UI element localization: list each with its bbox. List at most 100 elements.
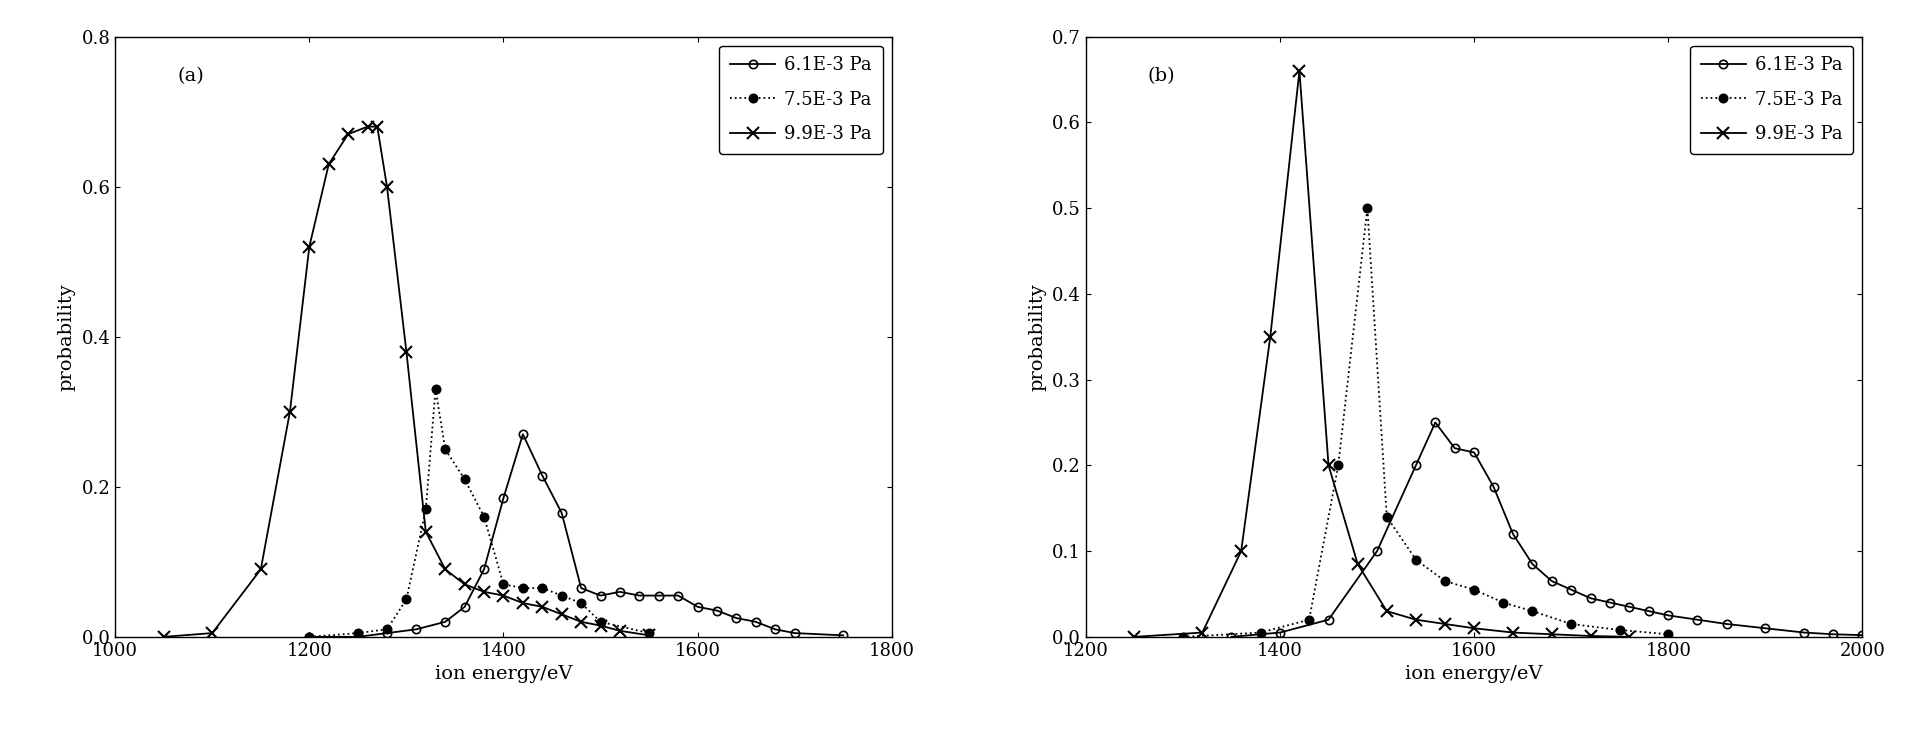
7.5E-3 Pa	[1521, 607, 1544, 616]
6.1E-3 Pa	[745, 618, 768, 627]
9.9E-3 Pa	[1540, 630, 1563, 638]
Y-axis label: probability: probability	[58, 283, 77, 391]
6.1E-3 Pa	[1482, 482, 1505, 491]
6.1E-3 Pa	[685, 602, 708, 611]
6.1E-3 Pa	[1822, 630, 1845, 638]
9.9E-3 Pa	[1288, 67, 1311, 75]
7.5E-3 Pa	[1657, 630, 1680, 638]
7.5E-3 Pa	[472, 512, 495, 521]
Legend: 6.1E-3 Pa, 7.5E-3 Pa, 9.9E-3 Pa: 6.1E-3 Pa, 7.5E-3 Pa, 9.9E-3 Pa	[720, 45, 883, 154]
6.1E-3 Pa	[298, 632, 321, 641]
7.5E-3 Pa	[346, 629, 369, 638]
Legend: 6.1E-3 Pa, 7.5E-3 Pa, 9.9E-3 Pa: 6.1E-3 Pa, 7.5E-3 Pa, 9.9E-3 Pa	[1690, 45, 1853, 154]
6.1E-3 Pa	[1619, 602, 1642, 611]
9.9E-3 Pa	[1434, 619, 1457, 628]
6.1E-3 Pa	[783, 629, 806, 638]
7.5E-3 Pa	[1250, 628, 1273, 637]
9.9E-3 Pa	[453, 580, 476, 589]
7.5E-3 Pa	[1298, 616, 1321, 624]
9.9E-3 Pa	[298, 242, 321, 251]
6.1E-3 Pa	[511, 430, 534, 438]
7.5E-3 Pa	[1404, 556, 1427, 564]
6.1E-3 Pa	[1425, 418, 1448, 427]
6.1E-3 Pa	[570, 583, 593, 592]
7.5E-3 Pa	[1327, 461, 1350, 470]
6.1E-3 Pa	[609, 587, 632, 596]
Text: (b): (b)	[1148, 67, 1175, 85]
9.9E-3 Pa	[530, 602, 553, 611]
Line: 6.1E-3 Pa: 6.1E-3 Pa	[305, 430, 847, 641]
9.9E-3 Pa	[1578, 632, 1601, 640]
9.9E-3 Pa	[152, 632, 175, 641]
6.1E-3 Pa	[1559, 586, 1582, 594]
9.9E-3 Pa	[336, 130, 359, 138]
6.1E-3 Pa	[589, 591, 612, 600]
7.5E-3 Pa	[589, 618, 612, 627]
6.1E-3 Pa	[1317, 616, 1340, 624]
9.9E-3 Pa	[365, 122, 388, 131]
Line: 9.9E-3 Pa: 9.9E-3 Pa	[1129, 64, 1636, 643]
Line: 9.9E-3 Pa: 9.9E-3 Pa	[157, 120, 655, 643]
6.1E-3 Pa	[705, 606, 728, 615]
9.9E-3 Pa	[637, 631, 660, 640]
6.1E-3 Pa	[551, 509, 574, 518]
7.5E-3 Pa	[511, 583, 534, 592]
7.5E-3 Pa	[1434, 577, 1457, 586]
9.9E-3 Pa	[551, 610, 574, 619]
6.1E-3 Pa	[831, 631, 854, 640]
Y-axis label: probability: probability	[1029, 283, 1046, 391]
6.1E-3 Pa	[376, 629, 399, 638]
6.1E-3 Pa	[492, 493, 515, 502]
9.9E-3 Pa	[202, 629, 225, 638]
6.1E-3 Pa	[434, 618, 457, 627]
9.9E-3 Pa	[250, 565, 273, 574]
9.9E-3 Pa	[415, 527, 438, 536]
7.5E-3 Pa	[1356, 203, 1379, 212]
7.5E-3 Pa	[376, 625, 399, 634]
7.5E-3 Pa	[570, 599, 593, 608]
6.1E-3 Pa	[1657, 611, 1680, 620]
9.9E-3 Pa	[1463, 624, 1486, 632]
7.5E-3 Pa	[637, 629, 660, 638]
9.9E-3 Pa	[570, 618, 593, 627]
9.9E-3 Pa	[1229, 547, 1252, 556]
Line: 6.1E-3 Pa: 6.1E-3 Pa	[1227, 418, 1866, 641]
9.9E-3 Pa	[609, 627, 632, 635]
7.5E-3 Pa	[298, 632, 321, 641]
7.5E-3 Pa	[434, 445, 457, 454]
6.1E-3 Pa	[346, 632, 369, 641]
9.9E-3 Pa	[1501, 628, 1524, 637]
Line: 7.5E-3 Pa: 7.5E-3 Pa	[305, 385, 653, 641]
7.5E-3 Pa	[424, 385, 447, 394]
9.9E-3 Pa	[434, 565, 457, 574]
9.9E-3 Pa	[1317, 461, 1340, 470]
7.5E-3 Pa	[1375, 512, 1398, 521]
9.9E-3 Pa	[1123, 632, 1146, 641]
9.9E-3 Pa	[1375, 607, 1398, 616]
7.5E-3 Pa	[492, 580, 515, 589]
6.1E-3 Pa	[1540, 577, 1563, 586]
6.1E-3 Pa	[1851, 631, 1874, 640]
6.1E-3 Pa	[1793, 628, 1816, 637]
7.5E-3 Pa	[396, 595, 419, 604]
9.9E-3 Pa	[511, 599, 534, 608]
6.1E-3 Pa	[1599, 598, 1622, 607]
Line: 7.5E-3 Pa: 7.5E-3 Pa	[1179, 204, 1672, 641]
6.1E-3 Pa	[726, 613, 749, 622]
7.5E-3 Pa	[1463, 586, 1486, 594]
9.9E-3 Pa	[1346, 559, 1369, 568]
6.1E-3 Pa	[1219, 632, 1242, 641]
6.1E-3 Pa	[764, 625, 787, 634]
6.1E-3 Pa	[666, 591, 689, 600]
7.5E-3 Pa	[1609, 626, 1632, 635]
6.1E-3 Pa	[628, 591, 651, 600]
6.1E-3 Pa	[1463, 448, 1486, 457]
6.1E-3 Pa	[1269, 628, 1292, 637]
9.9E-3 Pa	[1260, 332, 1283, 341]
Text: (a): (a)	[177, 67, 204, 85]
6.1E-3 Pa	[647, 591, 670, 600]
6.1E-3 Pa	[1753, 624, 1776, 632]
9.9E-3 Pa	[492, 591, 515, 600]
6.1E-3 Pa	[472, 565, 495, 574]
9.9E-3 Pa	[317, 160, 340, 168]
